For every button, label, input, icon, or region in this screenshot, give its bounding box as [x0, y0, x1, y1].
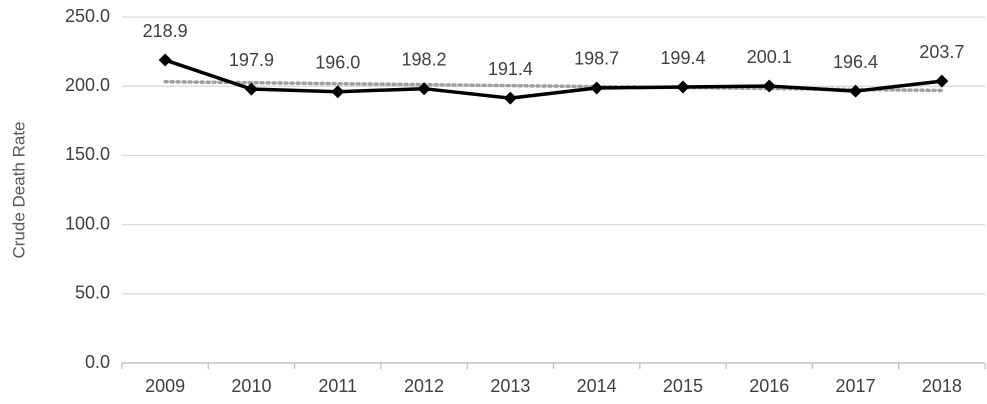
marker [331, 85, 345, 99]
marker [762, 79, 776, 93]
marker [244, 82, 258, 96]
line [164, 58, 943, 100]
x-tick-label: 2017 [836, 376, 876, 396]
data-label: 197.9 [229, 50, 274, 70]
x-tick-label: 2011 [318, 376, 357, 396]
x-tick-label: 2014 [577, 376, 617, 396]
y-tick-label: 150.0 [65, 144, 110, 164]
marker [503, 91, 517, 105]
x-tick-label: 2013 [490, 376, 530, 396]
x-tick-label: 2015 [663, 376, 703, 396]
y-axis-label: Crude Death Rate [9, 121, 28, 258]
y-tick-label: 100.0 [65, 213, 110, 233]
marker [417, 82, 431, 96]
x-tick-label: 2016 [749, 376, 789, 396]
data-label: 203.7 [919, 42, 964, 62]
data-label: 198.7 [574, 49, 619, 69]
data-label: 196.4 [833, 52, 878, 72]
x-tick-label: 2010 [231, 376, 271, 396]
marker [676, 80, 690, 94]
marker [935, 74, 949, 88]
y-tick-label: 200.0 [65, 75, 110, 95]
y-tick-label: 250.0 [65, 6, 110, 26]
marker [849, 84, 863, 98]
y-tick-label: 0.0 [85, 352, 110, 372]
data-label: 191.4 [488, 59, 533, 79]
data-label: 200.1 [747, 47, 792, 67]
y-tick-label: 50.0 [75, 283, 110, 303]
x-tick-label: 2018 [922, 376, 962, 396]
data-label: 199.4 [660, 48, 705, 68]
data-label: 198.2 [402, 49, 447, 69]
marker [590, 81, 604, 95]
x-tick-label: 2012 [404, 376, 444, 396]
data-label: 196.0 [315, 52, 360, 72]
data-label: 218.9 [143, 21, 188, 41]
x-tick-label: 2009 [145, 376, 185, 396]
marker [158, 53, 172, 67]
